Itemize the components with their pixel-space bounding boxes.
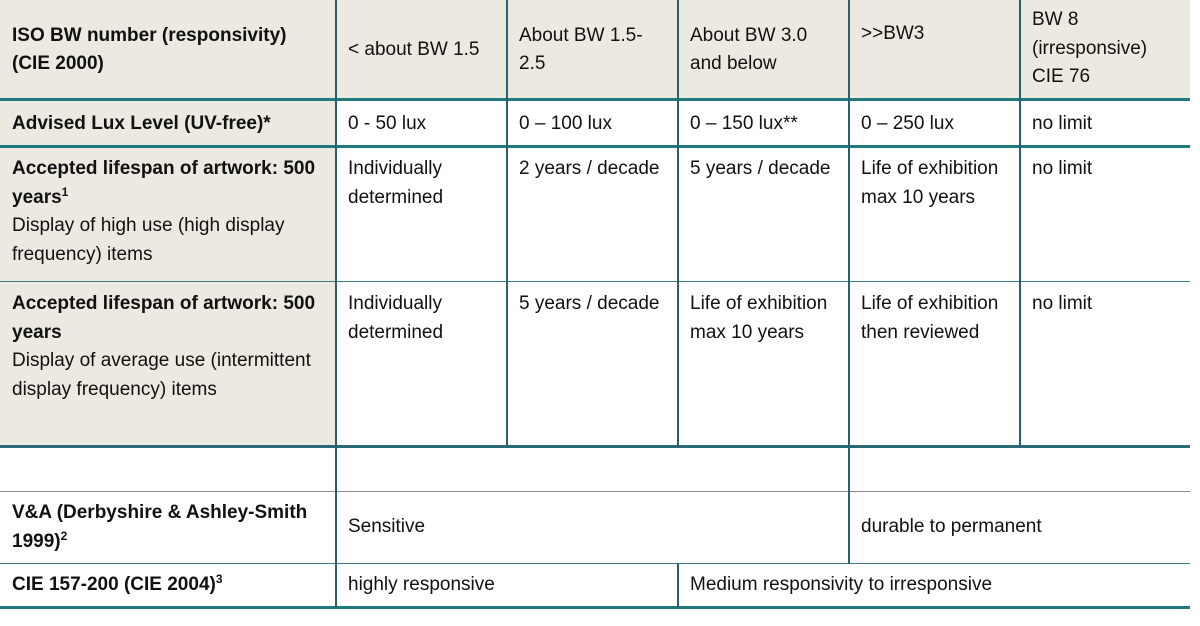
cell-text: Life of exhibition max 10 years	[861, 158, 999, 208]
cell-text: 2 years / decade	[519, 158, 660, 179]
cell-text: 0 - 50 lux	[348, 113, 427, 134]
row-average-use-label: Accepted lifespan of artwork: 500 years …	[0, 282, 336, 446]
cell-text: 0 – 150 lux**	[690, 113, 798, 134]
row-high-use-title-text: Accepted lifespan of artwork: 500 years	[12, 158, 316, 208]
header-col-2-text: About BW 1.5-2.5	[519, 24, 643, 75]
row-va-sensitive: Sensitive	[336, 491, 849, 563]
column-divider	[677, 563, 679, 608]
header-col-3: About BW 3.0 and below	[678, 0, 849, 100]
header-col-1-text: < about BW 1.5	[348, 38, 480, 60]
row-high-use-label: Accepted lifespan of artwork: 500 years1…	[0, 147, 336, 282]
row-high-use-subtitle: Display of high use (high display freque…	[12, 215, 285, 265]
table-cell: no limit	[1020, 282, 1190, 446]
cell-text: Sensitive	[348, 515, 426, 537]
header-col-4-text: >>BW3	[861, 23, 925, 44]
cell-text: 5 years / decade	[519, 293, 660, 314]
column-divider	[335, 0, 337, 608]
table-cell: 5 years / decade	[678, 147, 849, 282]
cell-text: Medium responsivity to irresponsive	[690, 573, 993, 595]
row-lux-label-text: Advised Lux Level (UV-free)*	[12, 113, 271, 134]
header-col-1: < about BW 1.5	[336, 0, 507, 100]
rule-divider	[0, 563, 1190, 564]
table-cell: 2 years / decade	[507, 147, 678, 282]
rule-divider	[0, 98, 1190, 101]
table-cell: Life of exhibition then reviewed	[849, 282, 1020, 446]
row-average-use-title: Accepted lifespan of artwork: 500 years	[12, 293, 316, 343]
cell-text: durable to permanent	[861, 515, 1042, 537]
column-divider	[677, 0, 679, 447]
row-high-use-title: Accepted lifespan of artwork: 500 years1	[12, 155, 324, 212]
row-lux-label: Advised Lux Level (UV-free)*	[0, 100, 336, 147]
table-cell: no limit	[1020, 147, 1190, 282]
row-cie-label-text: CIE 157-200 (CIE 2004)	[12, 573, 216, 595]
row-va-durable: durable to permanent	[849, 491, 1190, 563]
table-cell: 0 – 100 lux	[507, 100, 678, 147]
row-cie-label: CIE 157-200 (CIE 2004)3	[0, 563, 336, 607]
row-cie-medium: Medium responsivity to irresponsive	[678, 563, 1190, 607]
table-cell: 0 – 150 lux**	[678, 100, 849, 147]
table-cell: 0 – 250 lux	[849, 100, 1020, 147]
header-col-4: >>BW3	[849, 0, 1020, 100]
column-divider	[848, 0, 850, 564]
cell-text: Life of exhibition then reviewed	[861, 293, 999, 343]
cell-text: Individually determined	[348, 158, 444, 208]
footnote-marker: 3	[215, 571, 223, 586]
header-col-2: About BW 1.5-2.5	[507, 0, 678, 100]
rule-divider	[0, 606, 1190, 609]
cell-text: 0 – 100 lux	[519, 113, 612, 134]
cell-text: no limit	[1032, 113, 1093, 134]
row-va-label: V&A (Derbyshire & Ashley-Smith 1999)2	[0, 491, 336, 563]
rule-divider	[0, 281, 1190, 282]
footnote-marker: 2	[60, 528, 68, 543]
column-divider	[1019, 0, 1021, 447]
rule-divider	[0, 491, 1190, 492]
cell-text: Individually determined	[348, 293, 444, 343]
header-col-5: BW 8 (irresponsive) CIE 76	[1020, 0, 1190, 100]
table-cell: no limit	[1020, 100, 1190, 147]
cell-text: highly responsive	[348, 573, 495, 595]
table-cell: 0 - 50 lux	[336, 100, 507, 147]
header-label-cell: ISO BW number (responsivity) (CIE 2000)	[0, 0, 336, 100]
row-average-use-subtitle: Display of average use (intermittent dis…	[12, 350, 311, 400]
table-cell: Individually determined	[336, 282, 507, 446]
table-cell: Life of exhibition max 10 years	[849, 147, 1020, 282]
header-col-5-text: BW 8 (irresponsive) CIE 76	[1032, 9, 1148, 87]
rule-divider	[0, 145, 1190, 148]
header-label: ISO BW number (responsivity) (CIE 2000)	[12, 24, 287, 75]
column-divider	[506, 0, 508, 447]
table-cell: 5 years / decade	[507, 282, 678, 446]
cell-text: no limit	[1032, 293, 1093, 314]
footnote-marker: 1	[61, 184, 69, 199]
cell-text: Life of exhibition max 10 years	[690, 293, 828, 343]
header-col-3-text: About BW 3.0 and below	[690, 24, 808, 75]
table-cell: Individually determined	[336, 147, 507, 282]
table-cell: Life of exhibition max 10 years	[678, 282, 849, 446]
cell-text: 0 – 250 lux	[861, 113, 954, 134]
rule-divider	[0, 445, 1190, 448]
cell-text: no limit	[1032, 158, 1093, 179]
row-va-label-text: V&A (Derbyshire & Ashley-Smith 1999)	[12, 502, 308, 552]
row-cie-highly-responsive: highly responsive	[336, 563, 678, 607]
cell-text: 5 years / decade	[690, 158, 831, 179]
